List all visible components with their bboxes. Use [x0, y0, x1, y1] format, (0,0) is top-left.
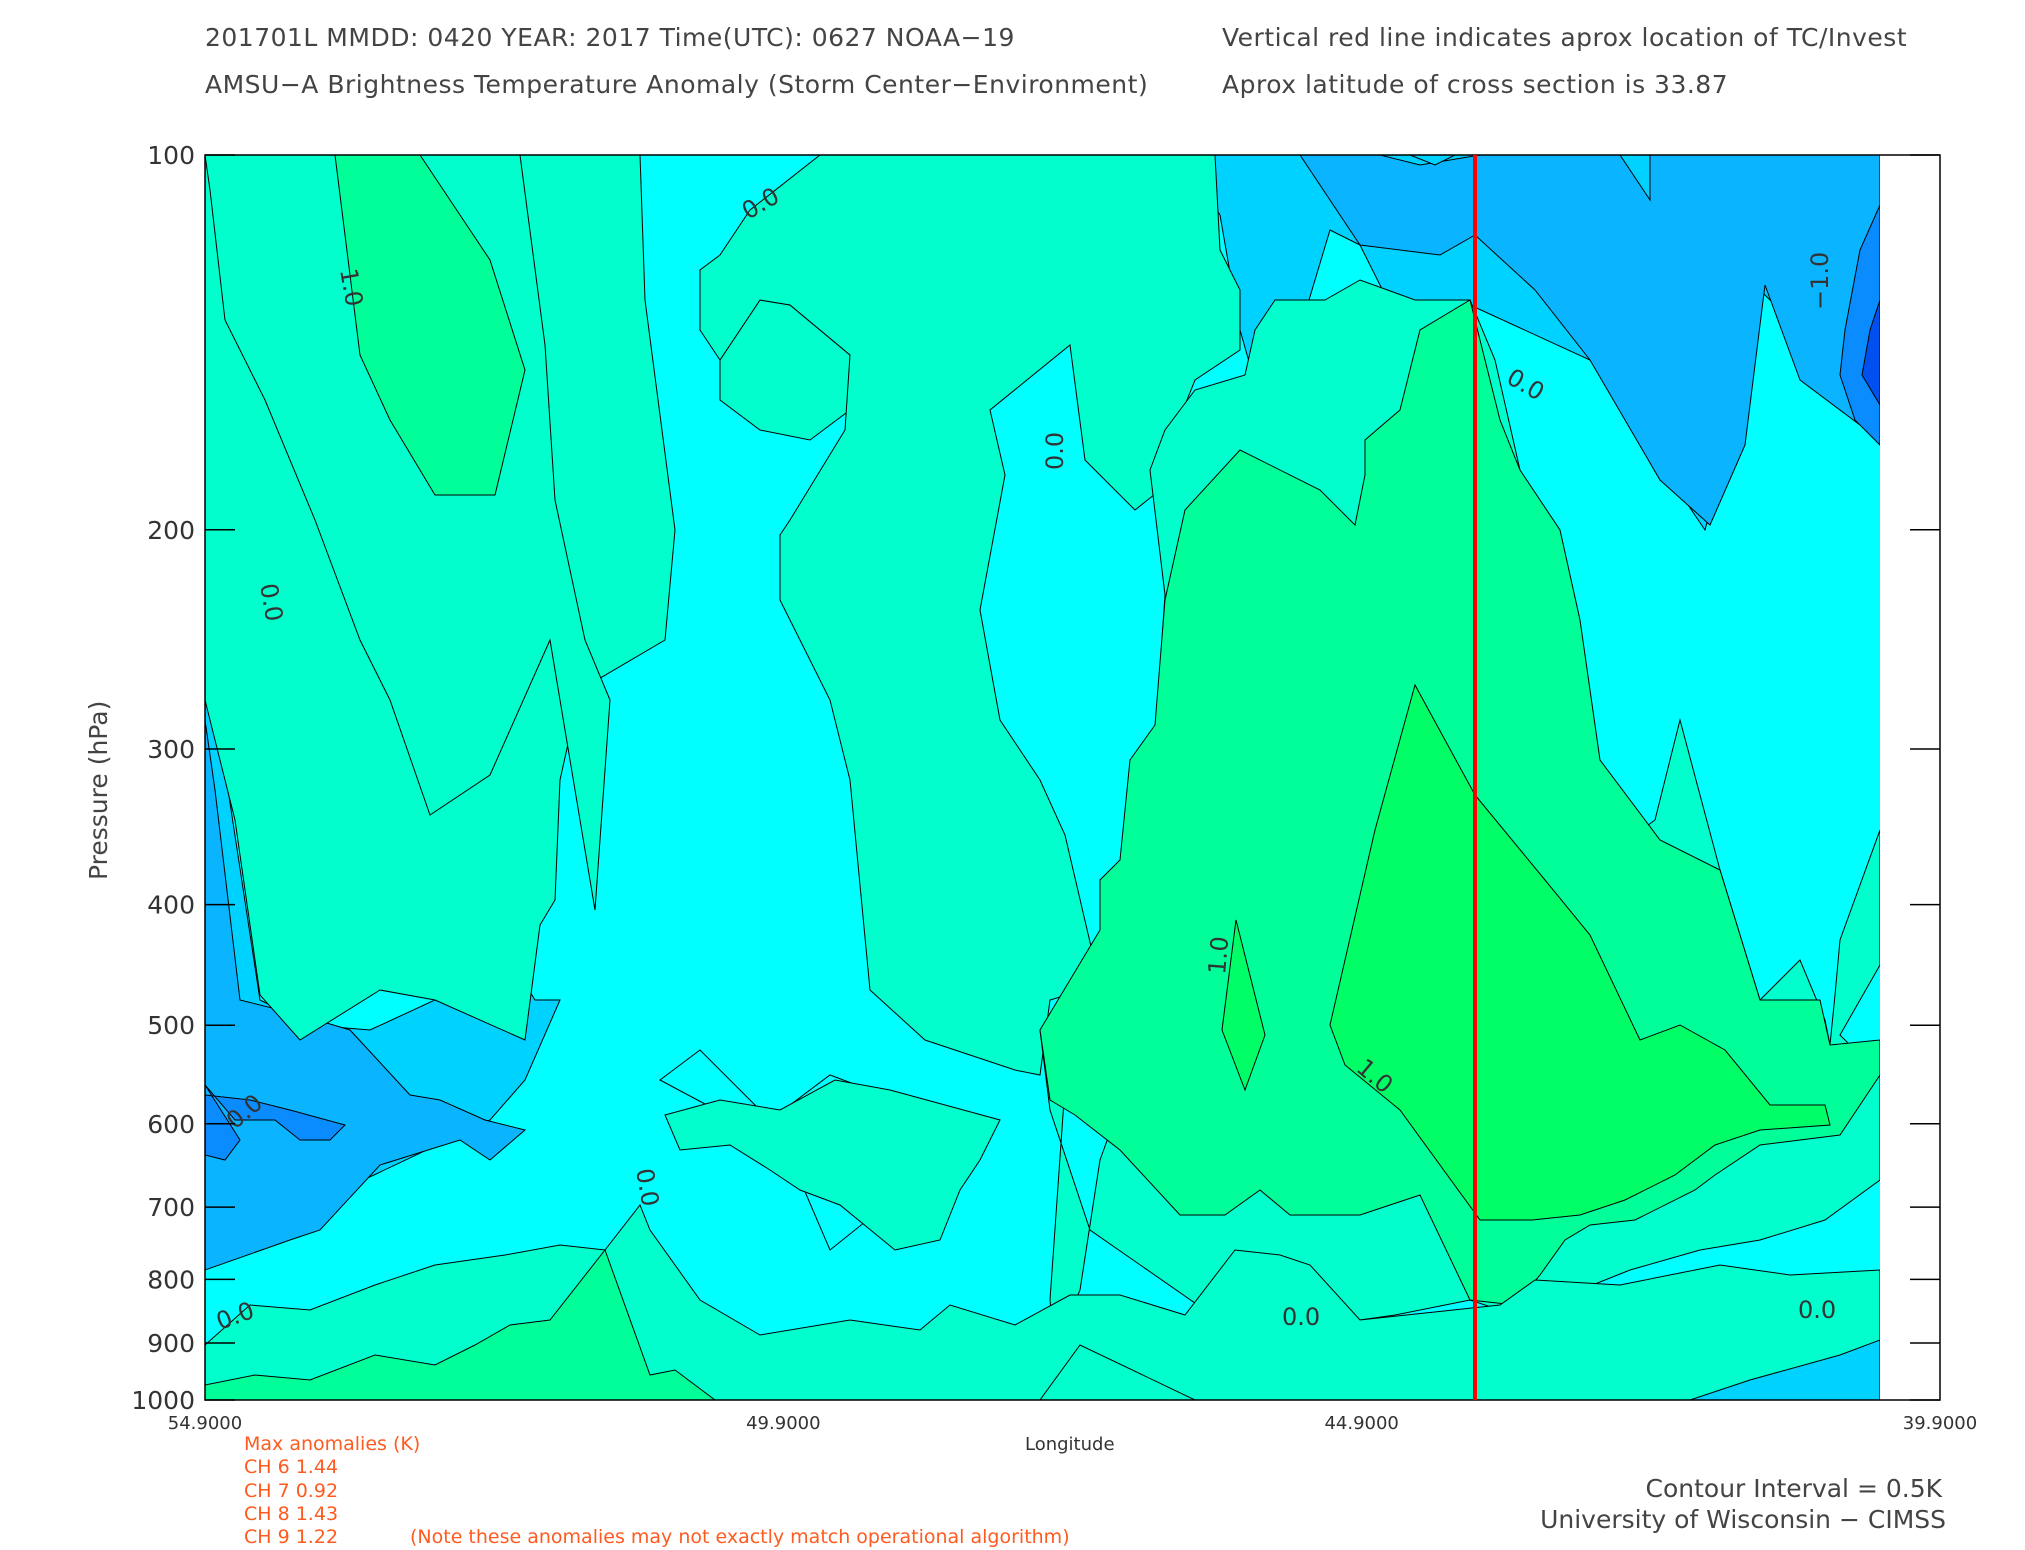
y-tick-label: 300 — [147, 735, 195, 764]
band-bottom-right-neg — [1689, 1339, 1880, 1400]
contour-field — [205, 155, 1940, 1400]
y-tick-label: 400 — [147, 891, 195, 920]
contour-labels: 1.0 0.0 0.0 0.0 0.0 1.0 1.0 0.0 0.0 0.0 … — [212, 182, 1836, 1336]
y-tick-label: 500 — [147, 1011, 195, 1040]
anomaly-ch6: CH 6 1.44 — [244, 1456, 338, 1478]
y-axis-label: Pressure (hPa) — [84, 701, 113, 880]
band-left-pos-core — [334, 155, 526, 496]
contour-label: 0.0 — [1282, 1303, 1320, 1331]
header-note-1: Vertical red line indicates aprox locati… — [1222, 23, 1907, 52]
anomalies-title: Max anomalies (K) — [244, 1433, 420, 1455]
band-left-neg3 — [205, 1084, 346, 1161]
plot-frame — [204, 154, 1941, 1401]
max-anomalies-block: Max anomalies (K) CH 6 1.44 CH 7 0.92 CH… — [244, 1433, 1070, 1548]
x-tick-label: 44.9000 — [1324, 1413, 1398, 1434]
contour-label: 0.0 — [1798, 1296, 1836, 1324]
x-axis-label: Longitude — [1025, 1434, 1115, 1455]
y-tick-label: 700 — [147, 1193, 195, 1222]
anomaly-ch7: CH 7 0.92 — [244, 1480, 338, 1502]
contour-interval: Contour Interval = 0.5K — [1646, 1474, 1943, 1503]
band-right-pos-core — [1329, 683, 1831, 1221]
x-tick-label: 49.9000 — [746, 1413, 820, 1434]
x-axis: 54.9000 49.9000 44.9000 39.9000 — [168, 1413, 1977, 1434]
y-tick-label: 900 — [147, 1329, 195, 1358]
anomalies-note: (Note these anomalies may not exactly ma… — [410, 1526, 1070, 1548]
y-tick-label: 600 — [147, 1110, 195, 1139]
band-upper-right-neg2 — [1299, 155, 1880, 526]
contour-label: −1.0 — [1806, 252, 1834, 310]
contour-label: 1.0 — [1203, 935, 1234, 975]
band-left-neg2 — [205, 719, 527, 1271]
y-tick-label: 200 — [147, 516, 195, 545]
contour-label: 0.0 — [1041, 432, 1069, 470]
band-upper-right-neg4 — [1861, 299, 1880, 406]
header-line-1: 201701L MMDD: 0420 YEAR: 2017 Time(UTC):… — [205, 23, 1015, 52]
x-tick-label: 54.9000 — [168, 1413, 242, 1434]
blob-right-small — [1221, 919, 1266, 1092]
y-tick-label: 800 — [147, 1265, 195, 1294]
anomaly-ch9: CH 9 1.22 — [244, 1526, 338, 1548]
y-tick-label: 100 — [147, 141, 195, 170]
header-line-2: AMSU−A Brightness Temperature Anomaly (S… — [205, 70, 1148, 99]
plot-right-margin — [1880, 155, 1940, 1400]
band-top-neg-small — [1409, 155, 1456, 166]
contour-label: 1.0 — [334, 266, 368, 308]
band-bottom-pos3 — [1039, 1344, 1196, 1400]
header-note-2: Aprox latitude of cross section is 33.87 — [1222, 70, 1728, 99]
contour-label: 0.0 — [630, 1166, 664, 1208]
band-bottom-pos2 — [205, 1248, 716, 1400]
x-tick-label: 39.9000 — [1903, 1413, 1977, 1434]
contour-label: 0.0 — [254, 581, 288, 623]
y-axis: 100 200 300 400 500 600 700 800 900 1000 — [131, 141, 1940, 1415]
y-tick-label: 1000 — [131, 1386, 195, 1415]
anomaly-ch8: CH 8 1.43 — [244, 1503, 338, 1525]
blob-mid-low — [664, 1079, 1001, 1251]
credit: University of Wisconsin − CIMSS — [1540, 1505, 1946, 1534]
